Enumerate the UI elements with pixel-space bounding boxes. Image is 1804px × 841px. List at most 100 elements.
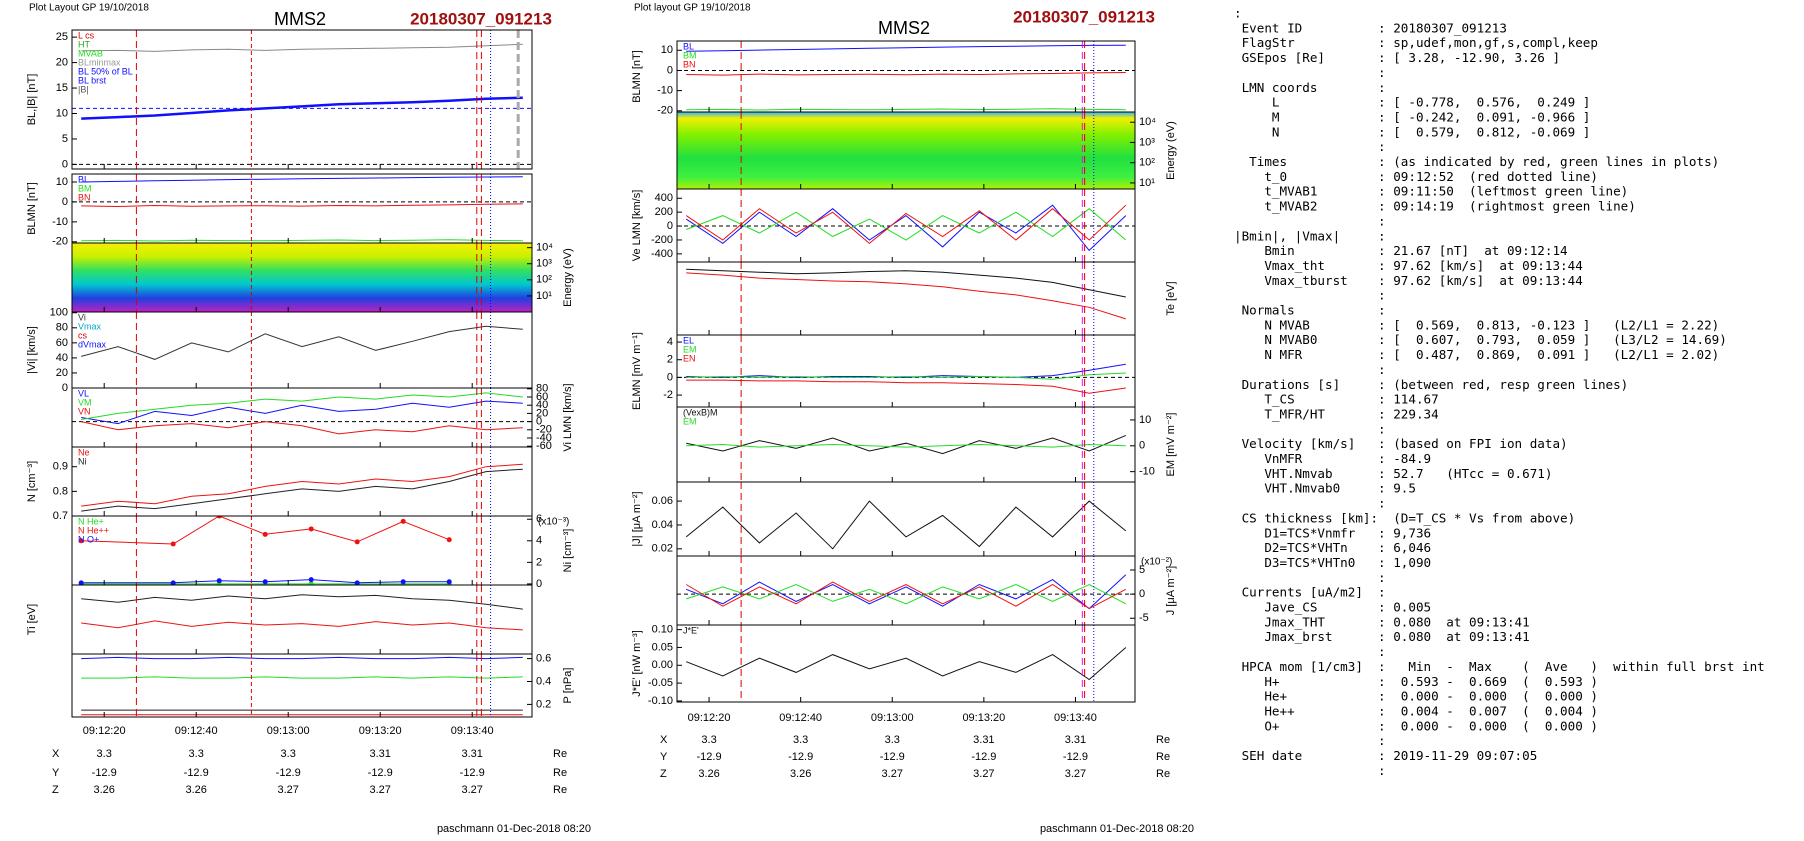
marker <box>400 579 406 585</box>
ephemeris-value: 3.26 <box>185 784 206 796</box>
ephemeris-value: -12.9 <box>880 751 905 763</box>
marker <box>78 580 84 585</box>
legend-entry: VL <box>78 388 89 398</box>
y-axis-label: J [μA m⁻²] <box>1165 566 1177 615</box>
panel-frame <box>71 515 533 586</box>
ephemeris-value: -12.9 <box>697 751 722 763</box>
legend-entry: Vi <box>78 312 86 322</box>
y-tick-label: 10² <box>1139 157 1155 169</box>
y-tick-label: -5 <box>1139 612 1149 624</box>
y-tick-label: -0.05 <box>648 677 673 689</box>
ephemeris-value: 3.27 <box>1065 768 1086 780</box>
y-tick-label: -20 <box>657 105 673 117</box>
legend-entry: J*E' <box>683 625 699 635</box>
y-tick-label: 0.9 <box>53 461 68 473</box>
legend-entry: HT <box>78 39 90 49</box>
y-axis-label: BLMN [nT] <box>631 50 643 103</box>
info-line: Jave_CS : 0.005 <box>1234 600 1431 615</box>
y-tick-label: 10¹ <box>1139 177 1155 189</box>
info-line: Times : (as indicated by red, green line… <box>1234 154 1719 169</box>
marker <box>170 541 176 547</box>
y-tick-label: 25 <box>56 31 68 43</box>
x-tick-label: 09:12:40 <box>175 725 218 737</box>
ephemeris-label: X <box>52 748 60 760</box>
panel <box>78 516 492 585</box>
y-tick-label: 5 <box>1139 564 1145 576</box>
y-tick-label: 0 <box>1139 588 1145 600</box>
y-tick-label: -2 <box>663 389 673 401</box>
x-tick-label: 09:13:40 <box>1054 712 1097 724</box>
y-axis-label: P [nPa] <box>562 668 574 704</box>
y-tick-label: 0.02 <box>652 543 673 555</box>
info-line: M : [ -0.242, 0.091, -0.966 ] <box>1234 109 1590 124</box>
series-line <box>81 400 523 425</box>
ephemeris-unit: Re <box>553 748 567 760</box>
info-line: : <box>1234 421 1386 436</box>
legend-entry: VM <box>78 397 92 407</box>
info-line: VnMFR : -84.9 <box>1234 451 1431 466</box>
y-tick-label: 0 <box>667 371 673 383</box>
y-tick-label: 0 <box>1139 440 1145 452</box>
info-line: He+ : 0.000 - 0.000 ( 0.000 ) <box>1234 689 1598 704</box>
panel <box>677 189 1135 262</box>
y-tick-label: 2 <box>667 354 673 366</box>
info-line: D1=TCS*Vnmfr : 9,736 <box>1234 525 1431 540</box>
ephemeris-value: 3.31 <box>973 734 994 746</box>
series-line <box>685 500 1127 550</box>
y-axis-label: |J| [μA m⁻²] <box>631 491 643 546</box>
info-line: : <box>1234 6 1242 21</box>
series-line <box>686 443 1126 448</box>
y-tick-label: 10⁴ <box>536 242 553 254</box>
ephemeris-value: 3.3 <box>885 734 900 746</box>
ephemeris-unit: Re <box>1156 734 1170 746</box>
info-line: : <box>1234 139 1386 154</box>
y-tick-label: -0.10 <box>648 695 673 707</box>
legend-entry: Ne <box>78 447 90 457</box>
info-line: Jmax_brst : 0.080 at 09:13:41 <box>1234 629 1530 644</box>
y-tick-label: 0.4 <box>536 675 551 687</box>
panel <box>686 407 1126 482</box>
marker <box>78 538 84 544</box>
y-tick-label: 2 <box>536 556 542 568</box>
info-line: t_MVAB1 : 09:11:50 (leftmost green line) <box>1234 184 1628 199</box>
panel-frame <box>71 29 533 170</box>
legend-entry: BN <box>78 192 91 202</box>
legend-entry: N O+ <box>78 534 99 544</box>
y-tick-label: 100 <box>50 307 68 319</box>
layout-note: Plot layout GP 19/10/2018 <box>634 3 751 14</box>
series-line <box>686 72 1126 76</box>
marker <box>308 581 314 585</box>
legend-entry: EN <box>683 353 696 363</box>
y-axis-label: Ni [cm⁻³] <box>562 529 574 573</box>
info-line: : <box>1234 213 1386 228</box>
info-line: : <box>1234 733 1386 748</box>
info-line: FlagStr : sp,udef,mon,gf,s,compl,keep <box>1234 35 1598 50</box>
legend-entry: cs <box>78 330 88 340</box>
panel <box>686 262 1126 335</box>
panel <box>677 41 1135 112</box>
ephemeris-value: 3.3 <box>281 748 296 760</box>
ephemeris-value: 3.3 <box>97 748 112 760</box>
ephemeris-unit: Re <box>553 784 567 796</box>
info-line: D3=TCS*VHTn0 : 1,090 <box>1234 555 1431 570</box>
y-tick-label: 20 <box>56 56 68 68</box>
ephemeris-label: X <box>660 734 668 746</box>
ephemeris-label: Y <box>52 767 60 779</box>
y-tick-label: -200 <box>651 234 673 246</box>
series-line <box>686 583 1127 605</box>
series-line <box>81 325 523 360</box>
y-tick-label: 0 <box>667 220 673 232</box>
info-line: He++ : 0.004 - 0.007 ( 0.004 ) <box>1234 703 1598 718</box>
panel-frame <box>71 584 533 655</box>
ephemeris-value: 3.3 <box>189 748 204 760</box>
series-line <box>686 379 1126 394</box>
panel <box>686 625 1127 702</box>
x-tick-label: 09:13:20 <box>962 712 1005 724</box>
legend-entry: BM <box>78 183 92 193</box>
y-tick-label: 10⁴ <box>1139 116 1156 128</box>
ephemeris-value: 3.31 <box>1065 734 1086 746</box>
panel <box>72 30 532 169</box>
y-axis-label: Vi LMN [km/s] <box>562 383 574 451</box>
series-line <box>81 676 523 679</box>
info-line: t_MVAB2 : 09:14:19 (rightmost green line… <box>1234 199 1636 214</box>
